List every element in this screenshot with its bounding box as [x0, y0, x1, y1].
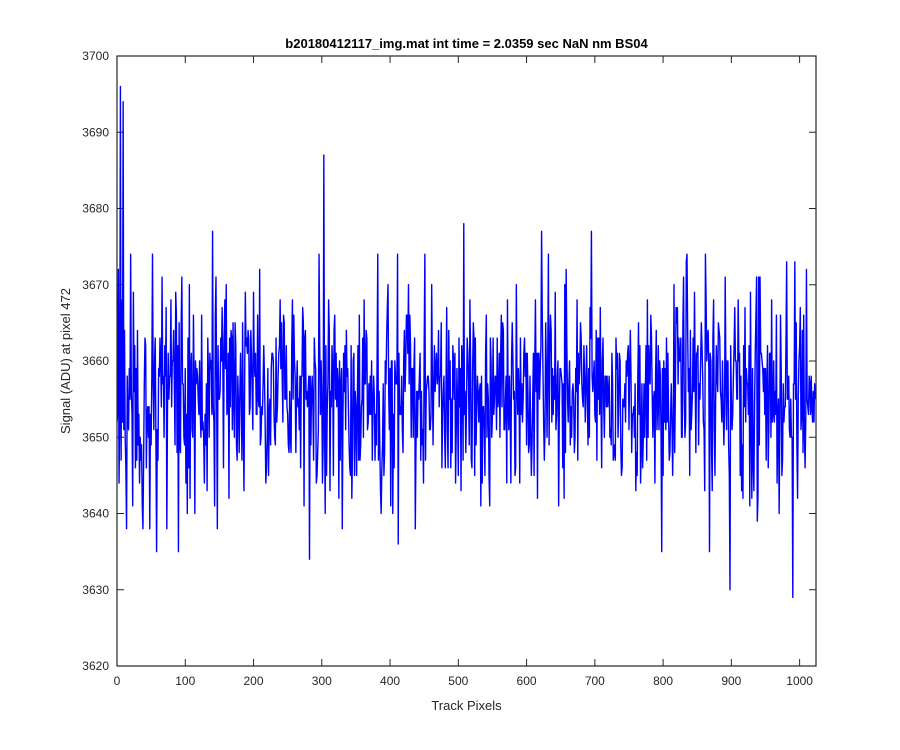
- x-tick-label: 700: [585, 674, 605, 688]
- x-tick-label: 1000: [786, 674, 813, 688]
- axes-box: [116, 55, 817, 667]
- x-tick-label: 500: [448, 674, 468, 688]
- series-layer: [117, 87, 815, 598]
- y-tick-label: 3660: [82, 354, 109, 368]
- signal-series-line: [117, 87, 815, 598]
- x-tick-label: 0: [114, 674, 121, 688]
- x-tick-label: 800: [653, 674, 673, 688]
- x-tick-label: 200: [244, 674, 264, 688]
- y-axis-label: Signal (ADU) at pixel 472: [58, 288, 73, 434]
- y-tick-label: 3680: [82, 202, 109, 216]
- y-axis-tick-labels: 3620 3630 3640 3650 3660 3670 3680 3690 3700: [82, 49, 109, 673]
- x-tick-label: 400: [380, 674, 400, 688]
- x-tick-label: 600: [517, 674, 537, 688]
- x-axis-tick-labels: 0 100 200 300 400 500 600 700 800 900 1000: [114, 674, 814, 688]
- x-tick-label: 300: [312, 674, 332, 688]
- y-tick-label: 3640: [82, 507, 109, 521]
- y-tick-label: 3690: [82, 125, 109, 139]
- x-tick-label: 100: [175, 674, 195, 688]
- x-axis-label: Track Pixels: [431, 698, 502, 713]
- chart-title: b20180412117_img.mat int time = 2.0359 s…: [285, 36, 648, 51]
- x-tick-label: 900: [721, 674, 741, 688]
- x-axis-ticks: [116, 56, 801, 666]
- y-tick-label: 3670: [82, 278, 109, 292]
- y-tick-label: 3620: [82, 659, 109, 673]
- y-tick-label: 3650: [82, 430, 109, 444]
- y-tick-label: 3630: [82, 583, 109, 597]
- y-tick-label: 3700: [82, 49, 109, 63]
